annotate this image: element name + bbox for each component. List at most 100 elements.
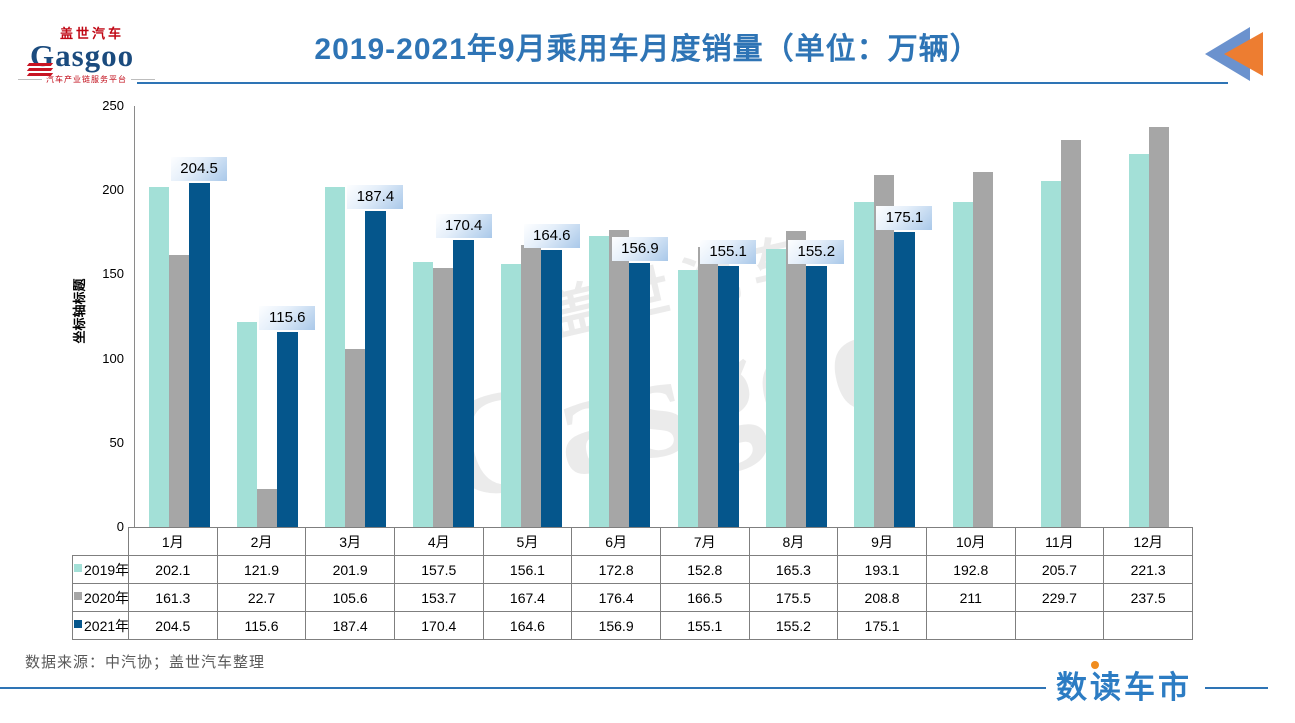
bar-group-9月: 175.1 (840, 106, 933, 527)
bar-value-label: 164.6 (523, 224, 580, 248)
month-header-2月: 2月 (216, 527, 307, 556)
table-cell-2021年-12月 (1103, 611, 1193, 640)
bar-group-8月: 155.2 (752, 106, 845, 527)
bar-2020年-10月 (972, 172, 993, 527)
table-cell-2020年-5月: 167.4 (482, 583, 573, 612)
table-cell-2021年-11月 (1014, 611, 1105, 640)
bar-group-5月: 164.6 (488, 106, 580, 527)
bar-2021年-4月: 170.4 (435, 214, 492, 527)
bar-2019年-8月 (765, 249, 786, 527)
bar-2019年-6月 (589, 236, 610, 527)
bar-group-2月: 115.6 (223, 106, 316, 527)
table-cell-2019年-2月: 121.9 (216, 555, 307, 584)
bar-value-label: 187.4 (347, 185, 404, 209)
table-cell-2019年-12月: 221.3 (1103, 555, 1193, 584)
table-cell-2020年-7月: 166.5 (659, 583, 750, 612)
table-cell-2021年-9月: 175.1 (837, 611, 927, 640)
bar-2019年-10月 (952, 202, 973, 527)
table-cell-2019年-8月: 165.3 (748, 555, 839, 584)
table-cell-2020年-6月: 176.4 (571, 583, 661, 612)
month-header-11月: 11月 (1014, 527, 1105, 556)
table-cell-2021年-10月 (925, 611, 1016, 640)
series-label-2020年: 2020年 (72, 583, 129, 612)
table-cell-2020年-12月: 237.5 (1103, 583, 1193, 612)
month-header-8月: 8月 (748, 527, 839, 556)
bar-2020年-11月 (1060, 140, 1081, 527)
bar-2019年-7月 (677, 270, 698, 527)
gasgoo-logo-cn: 盖世汽车 (60, 26, 125, 41)
bar-2020年-5月 (521, 245, 542, 527)
y-tick-label: 50 (109, 434, 124, 450)
table-row-2020年: 2020年 161.3 22.7 105.6 153.7 167.4 176.4 166.5 1… (72, 583, 1193, 612)
footer-divider-line (0, 687, 1046, 689)
bar-2020年-1月 (168, 255, 189, 527)
table-cell-2019年-6月: 172.8 (571, 555, 661, 584)
table-cell-2019年-5月: 156.1 (482, 555, 573, 584)
footer-divider-line-right (1205, 687, 1268, 689)
month-header-10月: 10月 (925, 527, 1016, 556)
bar-2019年-3月 (324, 187, 345, 527)
bar-2021年-3月: 187.4 (347, 185, 404, 527)
bar-group-3月: 187.4 (311, 106, 404, 527)
legend-swatch-2020年 (74, 591, 82, 600)
table-cell-2019年-9月: 193.1 (837, 555, 927, 584)
table-cell-2020年-8月: 175.5 (748, 583, 839, 612)
table-cell-2019年-10月: 192.8 (925, 555, 1016, 584)
y-tick-label: 250 (102, 98, 124, 113)
month-header-3月: 3月 (305, 527, 395, 556)
gasgoo-logo: 盖世汽车 Gasgoo 汽车产业链服务平台 (18, 26, 155, 85)
bar-group-1月: 204.5 (135, 106, 228, 527)
bar-2019年-5月 (501, 264, 522, 527)
table-row-2021年: 2021年 204.5 115.6 187.4 170.4 164.6 156.9 155.1… (72, 611, 1193, 640)
table-header-row: 1月 2月 3月 4月 5月 6月 7月 8月 9月 10月 11月 12月 (73, 527, 1193, 556)
table-cell-2019年-4月: 157.5 (393, 555, 484, 584)
month-header-12月: 12月 (1103, 527, 1193, 556)
legend-swatch-2019年 (74, 563, 82, 572)
table-cell-2019年-1月: 202.1 (128, 555, 218, 584)
bar-value-label: 155.2 (788, 240, 845, 264)
table-cell-2020年-3月: 105.6 (305, 583, 395, 612)
bar-2019年-1月 (148, 187, 169, 527)
bar-2019年-12月 (1128, 154, 1149, 527)
shuduches-brand-logo: 数读车市 (1056, 670, 1192, 705)
bar-value-label: 155.1 (700, 240, 757, 264)
y-tick-label: 0 (116, 519, 124, 534)
bar-value-label: 175.1 (876, 206, 933, 230)
table-cell-2021年-4月: 170.4 (393, 611, 484, 640)
bar-group-10月 (929, 106, 1017, 527)
bar-2021年-1月: 204.5 (171, 157, 228, 527)
table-cell-2021年-5月: 164.6 (482, 611, 573, 640)
table-cell-2019年-11月: 205.7 (1014, 555, 1105, 584)
data-table: 1月 2月 3月 4月 5月 6月 7月 8月 9月 10月 11月 12月 2019年 202.1 12… (72, 527, 1193, 640)
table-cell-2021年-8月: 155.2 (748, 611, 839, 640)
bar-value-label: 156.9 (611, 237, 668, 261)
bar-group-4月: 170.4 (400, 106, 492, 527)
bar-group-7月: 155.1 (664, 106, 757, 527)
y-tick-label: 100 (102, 350, 124, 366)
series-label-2019年: 2019年 (72, 555, 129, 584)
bar-2020年-8月 (785, 231, 806, 527)
table-cell-2019年-3月: 201.9 (305, 555, 395, 584)
table-row-2019年: 2019年 202.1 121.9 201.9 157.5 156.1 172.8 152.8… (72, 555, 1193, 584)
data-source-note: 数据来源：中汽协；盖世汽车整理 (25, 654, 266, 671)
brand-orange-dot-icon (1091, 661, 1099, 669)
bar-2019年-2月 (236, 322, 257, 527)
tagline-text: 汽车产业链服务平台 (46, 75, 127, 84)
table-cell-2020年-9月: 208.8 (837, 583, 927, 612)
bar-2020年-2月 (256, 489, 277, 527)
double-triangle-arrow-icon (1205, 27, 1263, 81)
legend-swatch-2021年 (74, 619, 82, 628)
table-cell-2020年-1月: 161.3 (128, 583, 218, 612)
plot-area: 204.5 115.6 187.4 170.4 164.6 156.9 155.1 155.2… (134, 106, 1193, 527)
bar-value-label: 204.5 (171, 157, 228, 181)
month-header-6月: 6月 (571, 527, 661, 556)
table-corner-cell (73, 528, 129, 556)
bar-2020年-4月 (433, 268, 454, 527)
y-tick-label: 150 (102, 266, 124, 282)
bar-2019年-9月 (853, 202, 874, 527)
bar-2020年-9月 (873, 175, 894, 527)
bar-2021年-9月: 175.1 (876, 206, 933, 527)
month-header-9月: 9月 (837, 527, 927, 556)
title-underline (137, 82, 1228, 84)
